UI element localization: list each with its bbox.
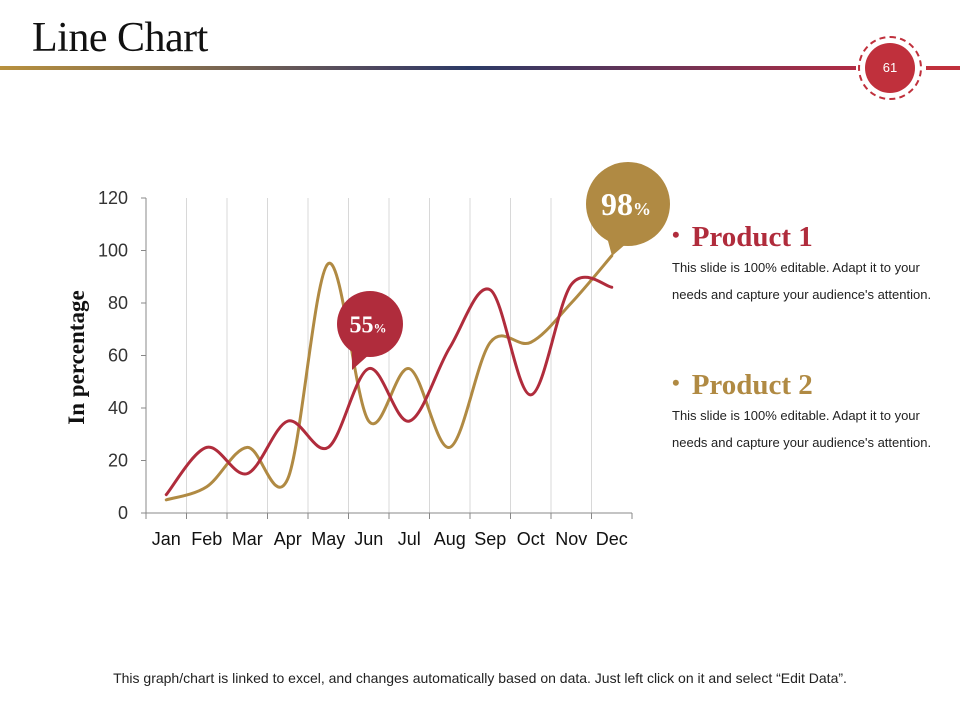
y-tick-label: 60 <box>108 346 128 366</box>
legend-label-product-2: Product 2 <box>691 369 813 401</box>
x-tick-label: Mar <box>232 529 263 549</box>
header-rule-end <box>926 66 960 70</box>
callout-bubble <box>337 291 403 357</box>
callout-bubble <box>586 162 670 246</box>
legend-bullet-icon: • <box>672 222 680 247</box>
legend-description-product-1: This slide is 100% editable. Adapt it to… <box>672 260 932 302</box>
x-tick-label: May <box>311 529 345 549</box>
y-tick-label: 120 <box>98 188 128 208</box>
slide-title: Line Chart <box>32 15 208 61</box>
legend-heading-product-1: • Product 1 <box>672 218 942 254</box>
legend-description-product-2: This slide is 100% editable. Adapt it to… <box>672 408 932 450</box>
page-number-badge: 61 <box>865 43 915 93</box>
x-tick-label: Nov <box>555 529 587 549</box>
series-line-product-2 <box>164 254 614 502</box>
legend-item-product-1: • Product 1 This slide is 100% editable. … <box>672 218 942 308</box>
y-tick-label: 100 <box>98 241 128 261</box>
x-tick-label: Jul <box>398 529 421 549</box>
x-tick-label: Apr <box>274 529 302 549</box>
x-tick-label: Feb <box>191 529 222 549</box>
footer-note: This graph/chart is linked to excel, and… <box>113 670 847 686</box>
x-tick-label: Dec <box>596 529 628 549</box>
y-tick-label: 20 <box>108 451 128 471</box>
series-line-product-1 <box>164 275 614 497</box>
x-tick-label: Aug <box>434 529 466 549</box>
legend-heading-product-2: • Product 2 <box>672 366 942 402</box>
y-tick-label: 80 <box>108 293 128 313</box>
x-tick-label: Oct <box>517 529 545 549</box>
x-tick-label: Sep <box>474 529 506 549</box>
y-axis-title: In percentage <box>64 290 89 424</box>
x-tick-label: Jun <box>354 529 383 549</box>
callout-value: 98% <box>601 186 651 222</box>
page-number-ring <box>858 36 922 100</box>
x-tick-label: Jan <box>152 529 181 549</box>
y-tick-label: 40 <box>108 398 128 418</box>
callout-value: 55% <box>350 312 387 338</box>
legend-item-product-2: • Product 2 This slide is 100% editable. … <box>672 366 942 456</box>
y-tick-label: 0 <box>118 503 128 523</box>
legend-bullet-icon: • <box>672 370 680 395</box>
header-rule <box>0 66 856 70</box>
legend-label-product-1: Product 1 <box>691 221 813 253</box>
